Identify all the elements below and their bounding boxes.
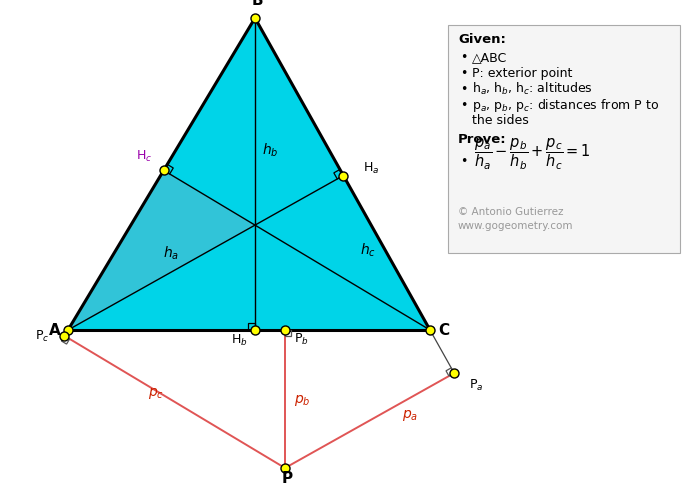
Text: © Antonio Gutierrez: © Antonio Gutierrez xyxy=(458,207,564,217)
Text: h$_a$: h$_a$ xyxy=(163,245,179,262)
Text: h$_c$: h$_c$ xyxy=(360,242,376,259)
Polygon shape xyxy=(68,170,344,330)
Text: p$_c$: p$_c$ xyxy=(148,386,164,401)
Text: P: P xyxy=(282,471,293,486)
Text: •: • xyxy=(460,67,467,80)
Text: h$_a$, h$_b$, h$_c$: altitudes: h$_a$, h$_b$, h$_c$: altitudes xyxy=(472,81,593,97)
Text: p$_b$: p$_b$ xyxy=(294,393,310,408)
Bar xyxy=(448,25,680,253)
Text: www.gogeometry.com: www.gogeometry.com xyxy=(458,221,573,231)
Text: P$_a$: P$_a$ xyxy=(469,378,484,393)
Text: P: exterior point: P: exterior point xyxy=(472,67,573,80)
Text: •: • xyxy=(460,83,467,96)
Text: h$_b$: h$_b$ xyxy=(262,142,279,159)
Text: C: C xyxy=(438,323,450,338)
Text: H$_b$: H$_b$ xyxy=(230,333,247,348)
Text: the sides: the sides xyxy=(472,114,529,127)
Text: H$_c$: H$_c$ xyxy=(135,150,152,164)
Text: p$_a$, p$_b$, p$_c$: distances from P to: p$_a$, p$_b$, p$_c$: distances from P to xyxy=(472,97,659,114)
Text: △ABC: △ABC xyxy=(472,51,507,64)
Text: $\dfrac{p_a}{h_a} - \dfrac{p_b}{h_b} + \dfrac{p_c}{h_c} = 1$: $\dfrac{p_a}{h_a} - \dfrac{p_b}{h_b} + \… xyxy=(474,136,591,172)
Text: Prove:: Prove: xyxy=(458,133,506,146)
Text: •: • xyxy=(460,99,467,112)
Polygon shape xyxy=(68,18,430,330)
Text: p$_a$: p$_a$ xyxy=(402,408,418,423)
Text: Given:: Given: xyxy=(458,33,506,46)
Text: •: • xyxy=(460,155,467,168)
Text: P$_c$: P$_c$ xyxy=(35,329,50,344)
Text: P$_b$: P$_b$ xyxy=(294,332,308,347)
Text: B: B xyxy=(251,0,263,8)
Text: A: A xyxy=(49,323,61,338)
Text: •: • xyxy=(460,51,467,64)
Text: H$_a$: H$_a$ xyxy=(363,160,380,176)
